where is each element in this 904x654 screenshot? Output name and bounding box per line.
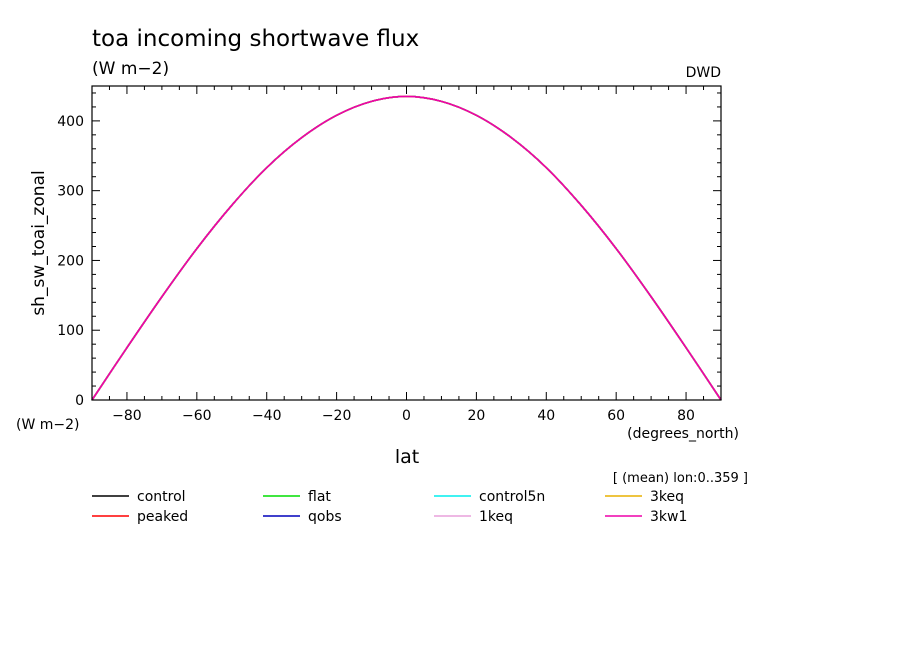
x-axis-units: (degrees_north) — [627, 426, 739, 442]
source-label: DWD — [686, 65, 721, 81]
x-tick-label: 60 — [607, 408, 625, 424]
series-line-control5n — [91, 95, 722, 401]
series-line-control — [91, 95, 722, 401]
x-tick-label: −80 — [112, 408, 142, 424]
series-line-3keq — [91, 95, 722, 401]
y-tick-label: 100 — [57, 323, 84, 339]
y-axis-units: (W m−2) — [16, 417, 80, 433]
x-tick-label: 40 — [537, 408, 555, 424]
y-tick-label: 0 — [75, 393, 84, 409]
series-line-3kw1 — [91, 95, 722, 401]
legend-label-3kw1: 3kw1 — [650, 509, 687, 525]
legend-label-1keq: 1keq — [479, 509, 513, 525]
y-axis-label: sh_sw_toai_zonal — [29, 170, 49, 315]
series-line-1keq — [91, 95, 722, 401]
x-axis-label: lat — [395, 446, 419, 468]
y-tick-label: 400 — [57, 114, 84, 130]
series-line-flat — [91, 95, 722, 401]
legend-label-qobs: qobs — [308, 509, 342, 525]
chart-subtitle: (W m−2) — [92, 59, 169, 79]
x-tick-label: 80 — [677, 408, 695, 424]
x-tick-label: −60 — [182, 408, 212, 424]
x-tick-label: 0 — [402, 408, 411, 424]
x-tick-label: −40 — [252, 408, 282, 424]
x-tick-label: 20 — [467, 408, 485, 424]
legend-label-3keq: 3keq — [650, 489, 684, 505]
plot-frame — [91, 85, 722, 401]
chart-title: toa incoming shortwave flux — [92, 26, 419, 52]
series-line-qobs — [91, 95, 722, 401]
legend-label-flat: flat — [308, 489, 331, 505]
series-lines — [91, 95, 722, 401]
legend-label-control5n: control5n — [479, 489, 545, 505]
series-line-peaked — [91, 95, 722, 401]
legend-label-peaked: peaked — [137, 509, 188, 525]
annotation-label: [ (mean) lon:0..359 ] — [613, 471, 748, 486]
axis-ticks: −80 −60 −40 −20 0 20 40 60 80 0 100 200 300 400 — [57, 86, 722, 424]
y-tick-label: 300 — [57, 184, 84, 200]
y-tick-label: 200 — [57, 253, 84, 269]
legend: control peaked flat qobs control5n 1keq 3keq 3k… — [92, 489, 687, 525]
x-tick-label: −20 — [322, 408, 352, 424]
legend-label-control: control — [137, 489, 186, 505]
